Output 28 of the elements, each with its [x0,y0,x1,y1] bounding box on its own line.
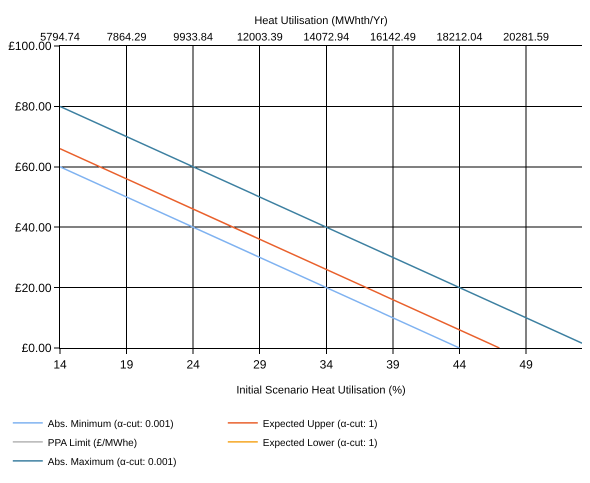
y-tick-label: £80.00 [14,100,52,114]
x2-tick-label: 12003.39 [236,32,283,44]
x2-axis-title: Heat Utilisation (MWhth/Yr) [254,15,388,28]
x-tick-label: 24 [186,357,200,372]
x-tick-label: 49 [519,357,534,372]
legend-label: Expected Upper (α-cut: 1) [262,418,378,430]
y-tick-label: £40.00 [14,220,52,234]
legend-label: PPA Limit (£/MWhe) [48,438,138,449]
legend-label: Abs. Maximum (α-cut: 0.001) [48,456,176,468]
x-tick-label: 29 [253,357,267,372]
x-tick-label: 34 [320,357,334,372]
x2-tick-label: 14072.94 [303,32,350,44]
x2-tick-label: 16142.49 [370,32,416,44]
x-axis-title: Initial Scenario Heat Utilisation (%) [236,384,406,397]
x-tick-label: 44 [452,357,466,372]
x-tick-label: 14 [53,357,67,372]
x2-tick-label: 18212.04 [436,32,482,44]
x-tick-label: 19 [120,357,134,372]
x2-tick-label: 20281.59 [503,32,550,44]
x2-tick-label: 7864.29 [106,32,146,44]
x-tick-label: 39 [386,357,400,372]
y-tick-label: £0.00 [22,341,52,356]
x2-tick-label: 9933.84 [173,32,214,44]
legend-label: Abs. Minimum (α-cut: 0.001) [48,418,174,430]
y-tick-label: £60.00 [14,160,52,174]
legend-label: Expected Lower (α-cut: 1) [262,438,378,449]
y-tick-label: £20.00 [14,280,52,295]
y-tick-label: £100.00 [8,39,52,54]
